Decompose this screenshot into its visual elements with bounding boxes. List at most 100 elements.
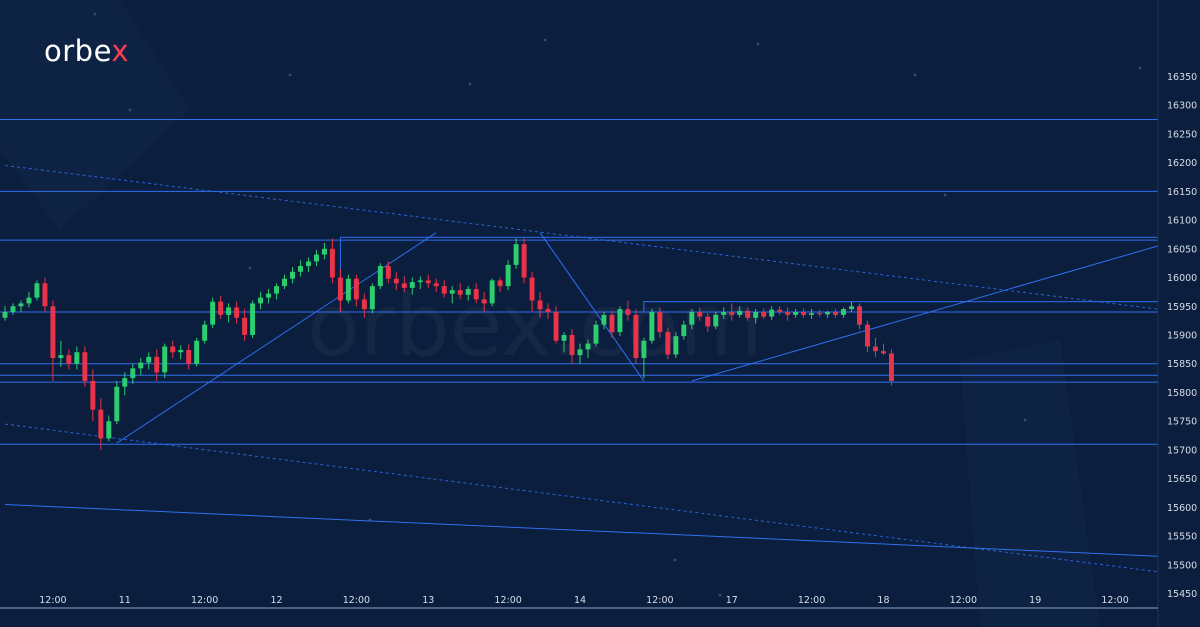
candle: [681, 320, 687, 340]
y-tick-label: 15650: [1167, 474, 1197, 485]
bg-star: [128, 108, 132, 112]
candle-body: [817, 313, 823, 315]
candle-body: [737, 310, 743, 315]
x-tick-label: 12:00: [494, 595, 521, 606]
candle: [305, 257, 311, 272]
y-tick-label: 15500: [1167, 560, 1197, 571]
candle: [649, 309, 655, 344]
candle-body: [50, 306, 56, 358]
y-tick-label: 16000: [1167, 273, 1197, 284]
candle-body: [218, 301, 224, 315]
trendline: [539, 232, 645, 382]
candle: [577, 343, 583, 364]
y-tick-label: 16100: [1167, 216, 1197, 227]
x-tick-label: 12:00: [950, 595, 977, 606]
candle-body: [569, 335, 575, 356]
candle-body: [26, 297, 32, 304]
candle-body: [114, 386, 120, 422]
candle: [761, 308, 767, 319]
candle-body: [657, 312, 663, 333]
candle: [457, 283, 463, 300]
candle: [785, 307, 791, 321]
candle: [345, 274, 351, 304]
candle-body: [170, 346, 176, 353]
y-tick-label: 15750: [1167, 417, 1197, 428]
candle-body: [186, 349, 192, 364]
candle: [697, 307, 703, 321]
candle: [34, 280, 40, 301]
candle-body: [274, 286, 279, 294]
candle: [50, 300, 56, 381]
candle-body: [745, 310, 751, 318]
candle-body: [697, 312, 703, 317]
candle-body: [785, 312, 791, 315]
bg-star: [673, 558, 677, 562]
candle: [881, 343, 886, 356]
candle: [713, 312, 719, 330]
candle: [449, 286, 455, 304]
candle-body: [801, 312, 807, 315]
candle: [210, 297, 216, 329]
candle-body: [849, 306, 855, 310]
candle: [385, 261, 391, 284]
candle: [833, 309, 839, 318]
candle-body: [242, 317, 248, 335]
candle: [625, 300, 631, 321]
candle-body: [74, 352, 80, 364]
candle: [66, 349, 72, 370]
candle-body: [290, 271, 295, 279]
candle: [58, 340, 64, 367]
candle-body: [561, 335, 567, 341]
trendlines: [4, 164, 1159, 573]
candle: [529, 271, 535, 313]
candle-body: [833, 312, 839, 315]
candle-body: [282, 278, 287, 287]
candle: [873, 337, 878, 357]
candle: [857, 303, 862, 330]
candle-body: [649, 312, 655, 341]
candle-body: [10, 306, 16, 313]
candle-body: [481, 299, 487, 304]
y-tick-label: 16350: [1167, 72, 1197, 83]
candle: [122, 372, 128, 396]
candle-body: [457, 290, 463, 295]
candle: [290, 267, 295, 284]
candle-body: [409, 282, 415, 288]
bg-star: [913, 73, 917, 77]
candle-body: [609, 314, 615, 333]
candle-body: [729, 312, 735, 315]
candle-body: [154, 356, 160, 373]
candle-body: [313, 254, 319, 262]
candle-body: [713, 314, 719, 327]
trendline: [4, 504, 1159, 557]
candle-body: [689, 312, 695, 325]
candle-body: [369, 286, 375, 310]
candle: [497, 277, 503, 292]
candle: [585, 339, 591, 358]
candle: [266, 289, 272, 304]
candle-body: [425, 280, 431, 284]
candle: [745, 307, 751, 321]
candle-body: [665, 332, 671, 355]
candle-body: [226, 307, 232, 315]
candle: [521, 238, 527, 284]
candle: [433, 278, 439, 292]
candle: [553, 306, 559, 344]
x-tick-label: 12:00: [191, 595, 218, 606]
candle: [26, 291, 32, 308]
candle-body: [393, 278, 399, 284]
y-tick-label: 16150: [1167, 187, 1197, 198]
candle-body: [146, 356, 152, 363]
bg-star: [756, 42, 760, 46]
candle: [401, 276, 407, 292]
candle: [146, 352, 152, 370]
candle-body: [401, 283, 407, 288]
candle-body: [753, 312, 759, 318]
logo-wordmark: orbe: [44, 34, 112, 68]
bg-star: [93, 12, 97, 16]
candle: [705, 313, 711, 333]
candle-body: [705, 316, 711, 327]
candle-body: [162, 346, 168, 373]
bg-star: [288, 73, 292, 77]
